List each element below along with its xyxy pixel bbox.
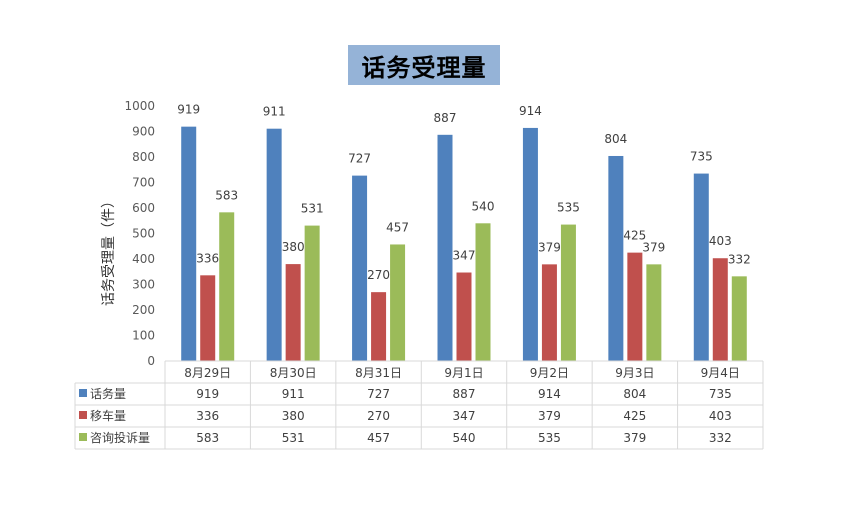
data-label: 403 — [709, 234, 732, 248]
y-tick-label: 800 — [132, 150, 155, 164]
table-cell-value: 380 — [282, 409, 305, 423]
x-category-label: 8月29日 — [184, 366, 231, 380]
x-category-label: 9月1日 — [444, 366, 483, 380]
data-label: 531 — [301, 202, 324, 216]
table-cell-value: 531 — [282, 431, 305, 445]
legend-key-移车量 — [79, 411, 87, 419]
y-tick-label: 400 — [132, 252, 155, 266]
chart-title: 话务受理量 — [361, 53, 487, 82]
legend-label: 咨询投诉量 — [90, 430, 150, 445]
bar-话务量-8月29日 — [181, 126, 197, 361]
table-cell-value: 457 — [367, 431, 390, 445]
bar-话务量-9月4日 — [693, 173, 709, 361]
bars — [181, 126, 747, 362]
y-tick-label: 500 — [132, 227, 155, 241]
data-label: 270 — [367, 268, 390, 282]
data-label: 457 — [386, 220, 409, 234]
table-cell-value: 887 — [453, 387, 476, 401]
table-cell-value: 540 — [453, 431, 476, 445]
data-label: 914 — [519, 104, 542, 118]
x-category-label: 8月31日 — [355, 366, 402, 380]
y-tick-label: 200 — [132, 303, 155, 317]
bar-话务量-8月31日 — [352, 175, 368, 361]
y-tick-label: 100 — [132, 329, 155, 343]
table-cell-value: 914 — [538, 387, 561, 401]
table-cell-value: 379 — [623, 431, 646, 445]
table-cell-value: 535 — [538, 431, 561, 445]
bar-咨询投诉量-9月2日 — [560, 224, 576, 361]
data-label: 425 — [623, 229, 646, 243]
bar-咨询投诉量-9月4日 — [731, 276, 747, 361]
data-label: 379 — [538, 240, 561, 254]
x-category-label: 9月3日 — [615, 366, 654, 380]
table-cell-value: 425 — [623, 409, 646, 423]
bar-话务量-8月30日 — [266, 128, 282, 361]
bar-移车量-9月1日 — [456, 272, 472, 361]
data-label: 583 — [215, 188, 238, 202]
x-category-label: 9月2日 — [530, 366, 569, 380]
x-category-label: 8月30日 — [270, 366, 317, 380]
bar-咨询投诉量-9月1日 — [475, 223, 491, 361]
data-label: 379 — [642, 240, 665, 254]
bar-咨询投诉量-9月3日 — [646, 264, 662, 361]
data-label: 911 — [263, 105, 286, 119]
table-cell-value: 403 — [709, 409, 732, 423]
y-tick-label: 0 — [147, 354, 155, 368]
y-tick-label: 900 — [132, 125, 155, 139]
y-axis-label: 话务受理量（件） — [101, 194, 117, 306]
data-label: 332 — [728, 252, 751, 266]
data-label: 887 — [434, 111, 457, 125]
bar-咨询投诉量-8月29日 — [219, 212, 235, 361]
table-cell-value: 583 — [196, 431, 219, 445]
table-cell-value: 727 — [367, 387, 390, 401]
table-cell-value: 270 — [367, 409, 390, 423]
table-cell-value: 804 — [623, 387, 646, 401]
data-label: 336 — [196, 251, 219, 265]
table-cell-value: 379 — [538, 409, 561, 423]
table-cell-value: 911 — [282, 387, 305, 401]
bar-话务量-9月3日 — [608, 155, 624, 361]
table-cell-value: 919 — [196, 387, 219, 401]
chart-title-box: 话务受理量 — [348, 45, 500, 85]
y-tick-label: 700 — [132, 176, 155, 190]
x-category-label: 9月4日 — [701, 366, 740, 380]
data-label: 380 — [282, 240, 305, 254]
bar-移车量-9月3日 — [627, 252, 643, 361]
bar-咨询投诉量-8月31日 — [390, 244, 406, 361]
bar-话务量-9月1日 — [437, 134, 453, 361]
bar-移车量-8月29日 — [200, 275, 216, 361]
y-tick-label: 600 — [132, 201, 155, 215]
bar-移车量-8月30日 — [285, 264, 301, 361]
table-cell-value: 336 — [196, 409, 219, 423]
legend-key-咨询投诉量 — [79, 433, 87, 441]
bar-话务量-9月2日 — [522, 127, 538, 362]
bar-移车量-9月2日 — [541, 264, 557, 361]
data-label: 919 — [177, 103, 200, 117]
table-cell-value: 735 — [709, 387, 732, 401]
y-axis-label-group: 话务受理量（件） — [101, 194, 117, 306]
legend-key-话务量 — [79, 389, 87, 397]
bar-移车量-9月4日 — [712, 258, 728, 361]
table-cell-value: 332 — [709, 431, 732, 445]
y-tick-label: 1000 — [124, 99, 155, 113]
y-tick-label: 300 — [132, 278, 155, 292]
data-label: 735 — [690, 150, 713, 164]
data-label: 535 — [557, 201, 580, 215]
table-cell-value: 347 — [453, 409, 476, 423]
legend-label: 移车量 — [90, 408, 126, 423]
axes: 0 100 200 300 400 500 600 700 800 900 1000 — [124, 99, 155, 368]
bar-咨询投诉量-8月30日 — [304, 225, 320, 361]
data-label: 727 — [348, 152, 371, 166]
data-label: 347 — [453, 249, 476, 263]
data-label: 804 — [604, 132, 627, 146]
data-label: 540 — [472, 199, 495, 213]
bar-移车量-8月31日 — [371, 292, 387, 361]
legend-label: 话务量 — [90, 386, 126, 401]
